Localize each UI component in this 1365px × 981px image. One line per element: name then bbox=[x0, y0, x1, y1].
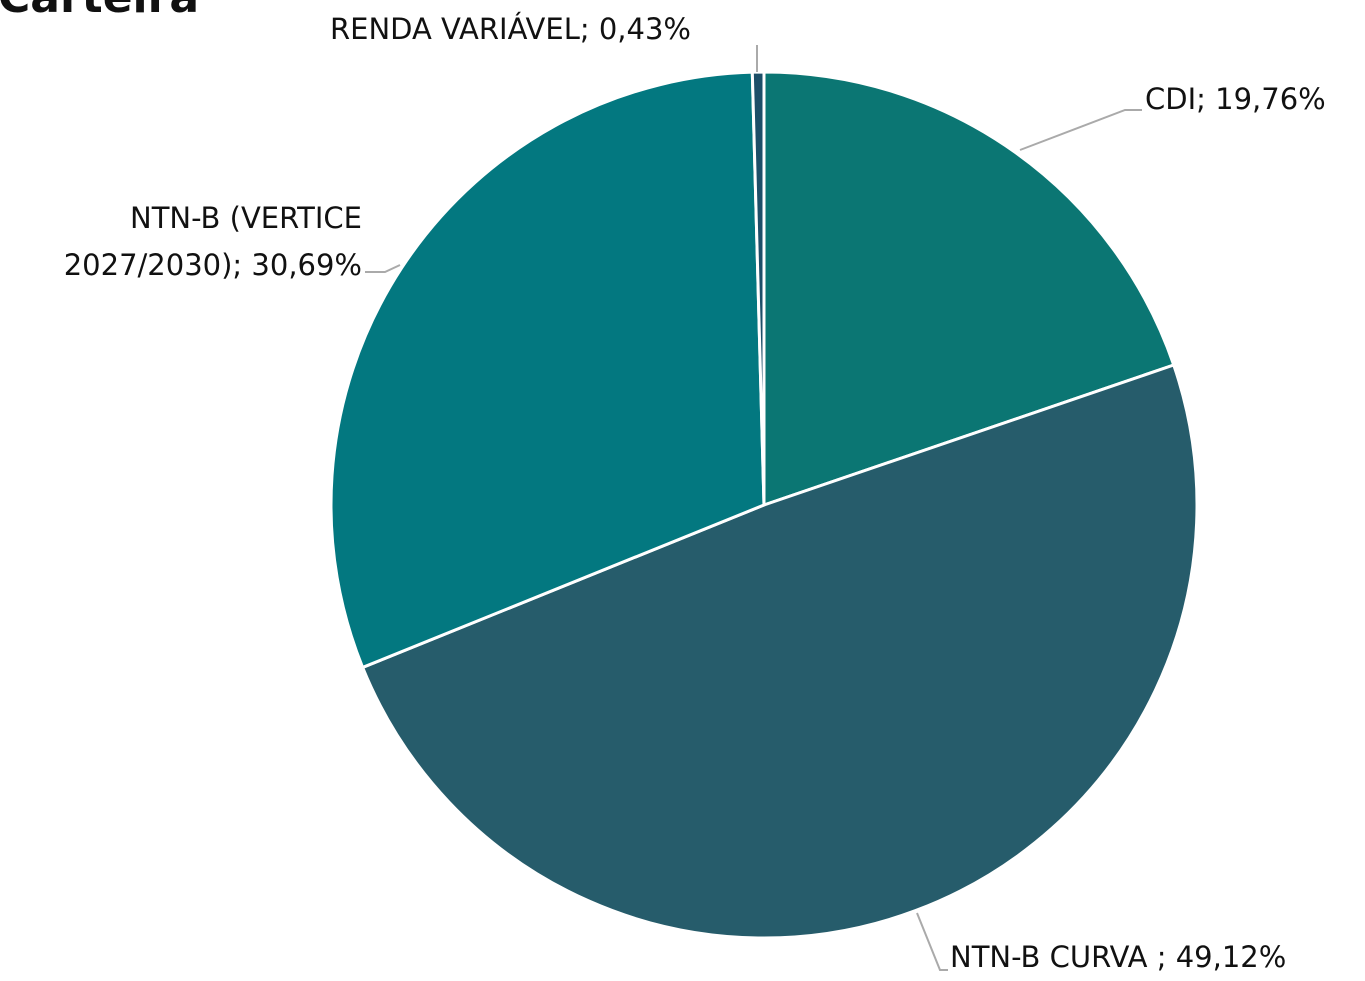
leader-line bbox=[916, 912, 948, 971]
data-label: RENDA VARIÁVEL; 0,43% bbox=[330, 12, 691, 46]
leader-line bbox=[365, 264, 401, 273]
data-label: NTN-B CURVA ; 49,12% bbox=[950, 940, 1287, 974]
data-label: NTN-B (VERTICE 2027/2030); 30,69% bbox=[63, 201, 362, 282]
data-label: CDI; 19,76% bbox=[1145, 82, 1326, 116]
pie-slice bbox=[750, 70, 766, 506]
leader-line bbox=[1019, 109, 1142, 151]
pie-slice bbox=[762, 70, 1176, 508]
chart-title: Carteira bbox=[0, 0, 199, 23]
pie-slice bbox=[360, 363, 1199, 940]
pie-slice bbox=[329, 70, 766, 670]
